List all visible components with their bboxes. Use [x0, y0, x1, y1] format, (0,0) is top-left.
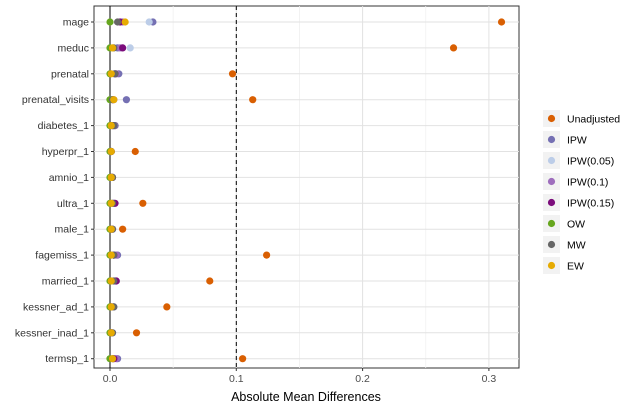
grid	[94, 6, 519, 368]
point-EW-mage	[121, 18, 129, 26]
legend-key-MW	[547, 240, 556, 249]
legend-label: MW	[567, 240, 586, 252]
y-tick-label: kessner_ad_1	[23, 301, 89, 313]
series-EW	[107, 18, 129, 363]
legend-label: IPW(0.1)	[567, 177, 608, 189]
point-EW-fagemiss_1	[107, 251, 115, 259]
y-tick-label: termsp_1	[45, 353, 89, 365]
y-tick-label: diabetes_1	[38, 120, 90, 132]
y-tick-label: hyperpr_1	[42, 146, 89, 158]
x-axis-label: Absolute Mean Differences	[231, 390, 381, 404]
x-tick-label: 0.1	[229, 373, 244, 385]
point-Unadjusted-male_1	[119, 225, 127, 233]
y-axis-ticks: mage meduc prenatal prenatal_visits diabetes…	[15, 17, 94, 365]
point-IPW(0.05)-mage	[145, 18, 153, 26]
y-tick-label: mage	[63, 17, 89, 29]
legend: Unadjusted IPW IPW(0.05) IPW(0.1) IPW(0.15) O…	[543, 110, 620, 274]
legend-key-IPW(0.1)	[547, 177, 556, 186]
legend-key-IPW(0.05)	[547, 156, 556, 165]
point-EW-prenatal_visits	[110, 96, 118, 104]
y-tick-label: meduc	[57, 42, 89, 54]
point-MW-mage	[113, 18, 122, 26]
point-EW-amnio_1	[107, 173, 115, 181]
x-axis-ticks: 0.0 0.1 0.2 0.3	[103, 368, 497, 385]
y-tick-label: prenatal_visits	[22, 94, 89, 106]
point-EW-kessner_inad_1	[107, 329, 115, 337]
point-IPW(0.15)-meduc	[119, 44, 127, 52]
point-EW-meduc	[108, 44, 117, 52]
point-EW-married_1	[107, 277, 115, 285]
y-tick-label: fagemiss_1	[35, 250, 89, 262]
legend-key-OW	[547, 219, 556, 228]
point-Unadjusted-kessner_inad_1	[132, 329, 141, 337]
legend-key-IPW	[547, 135, 556, 144]
point-OW-mage	[106, 18, 114, 26]
point-IPW(0.05)-meduc	[126, 44, 134, 52]
point-EW-diabetes_1	[107, 122, 115, 130]
point-Unadjusted-prenatal	[228, 70, 237, 78]
x-tick-label: 0.0	[103, 373, 118, 385]
plot-panel	[93, 5, 520, 369]
legend-label: IPW(0.05)	[567, 156, 614, 168]
point-Unadjusted-hyperpr_1	[131, 147, 139, 156]
y-tick-label: married_1	[42, 276, 89, 288]
y-tick-label: kessner_inad_1	[15, 327, 89, 339]
legend-key-EW	[547, 261, 556, 270]
point-Unadjusted-mage	[497, 18, 506, 26]
legend-label: OW	[567, 219, 585, 231]
y-tick-label: prenatal	[51, 68, 89, 80]
point-Unadjusted-meduc	[449, 44, 458, 52]
point-Unadjusted-married_1	[206, 277, 214, 285]
legend-key-IPW(0.15)	[547, 198, 556, 207]
point-Unadjusted-kessner_ad_1	[163, 303, 171, 311]
y-tick-label: amnio_1	[49, 172, 89, 184]
point-EW-ultra_1	[107, 199, 115, 207]
x-tick-label: 0.2	[355, 373, 370, 385]
legend-key-Unadjusted	[547, 114, 556, 123]
point-EW-male_1	[107, 225, 115, 233]
point-Unadjusted-prenatal_visits	[249, 96, 257, 104]
legend-label: Unadjusted	[567, 114, 620, 126]
legend-label: IPW(0.15)	[567, 198, 614, 210]
point-Unadjusted-ultra_1	[139, 199, 147, 207]
y-tick-label: male_1	[55, 224, 90, 236]
legend-label: IPW	[567, 135, 587, 147]
point-EW-prenatal	[107, 70, 115, 78]
legend-label: EW	[567, 261, 584, 273]
point-EW-termsp_1	[108, 355, 117, 363]
y-tick-label: ultra_1	[57, 198, 89, 210]
point-Unadjusted-fagemiss_1	[263, 251, 271, 259]
x-tick-label: 0.3	[482, 373, 497, 385]
point-IPW-prenatal_visits	[122, 96, 131, 104]
point-Unadjusted-termsp_1	[239, 355, 247, 363]
point-EW-hyperpr_1	[107, 147, 115, 156]
data-points	[106, 18, 506, 363]
point-EW-kessner_ad_1	[107, 303, 115, 311]
